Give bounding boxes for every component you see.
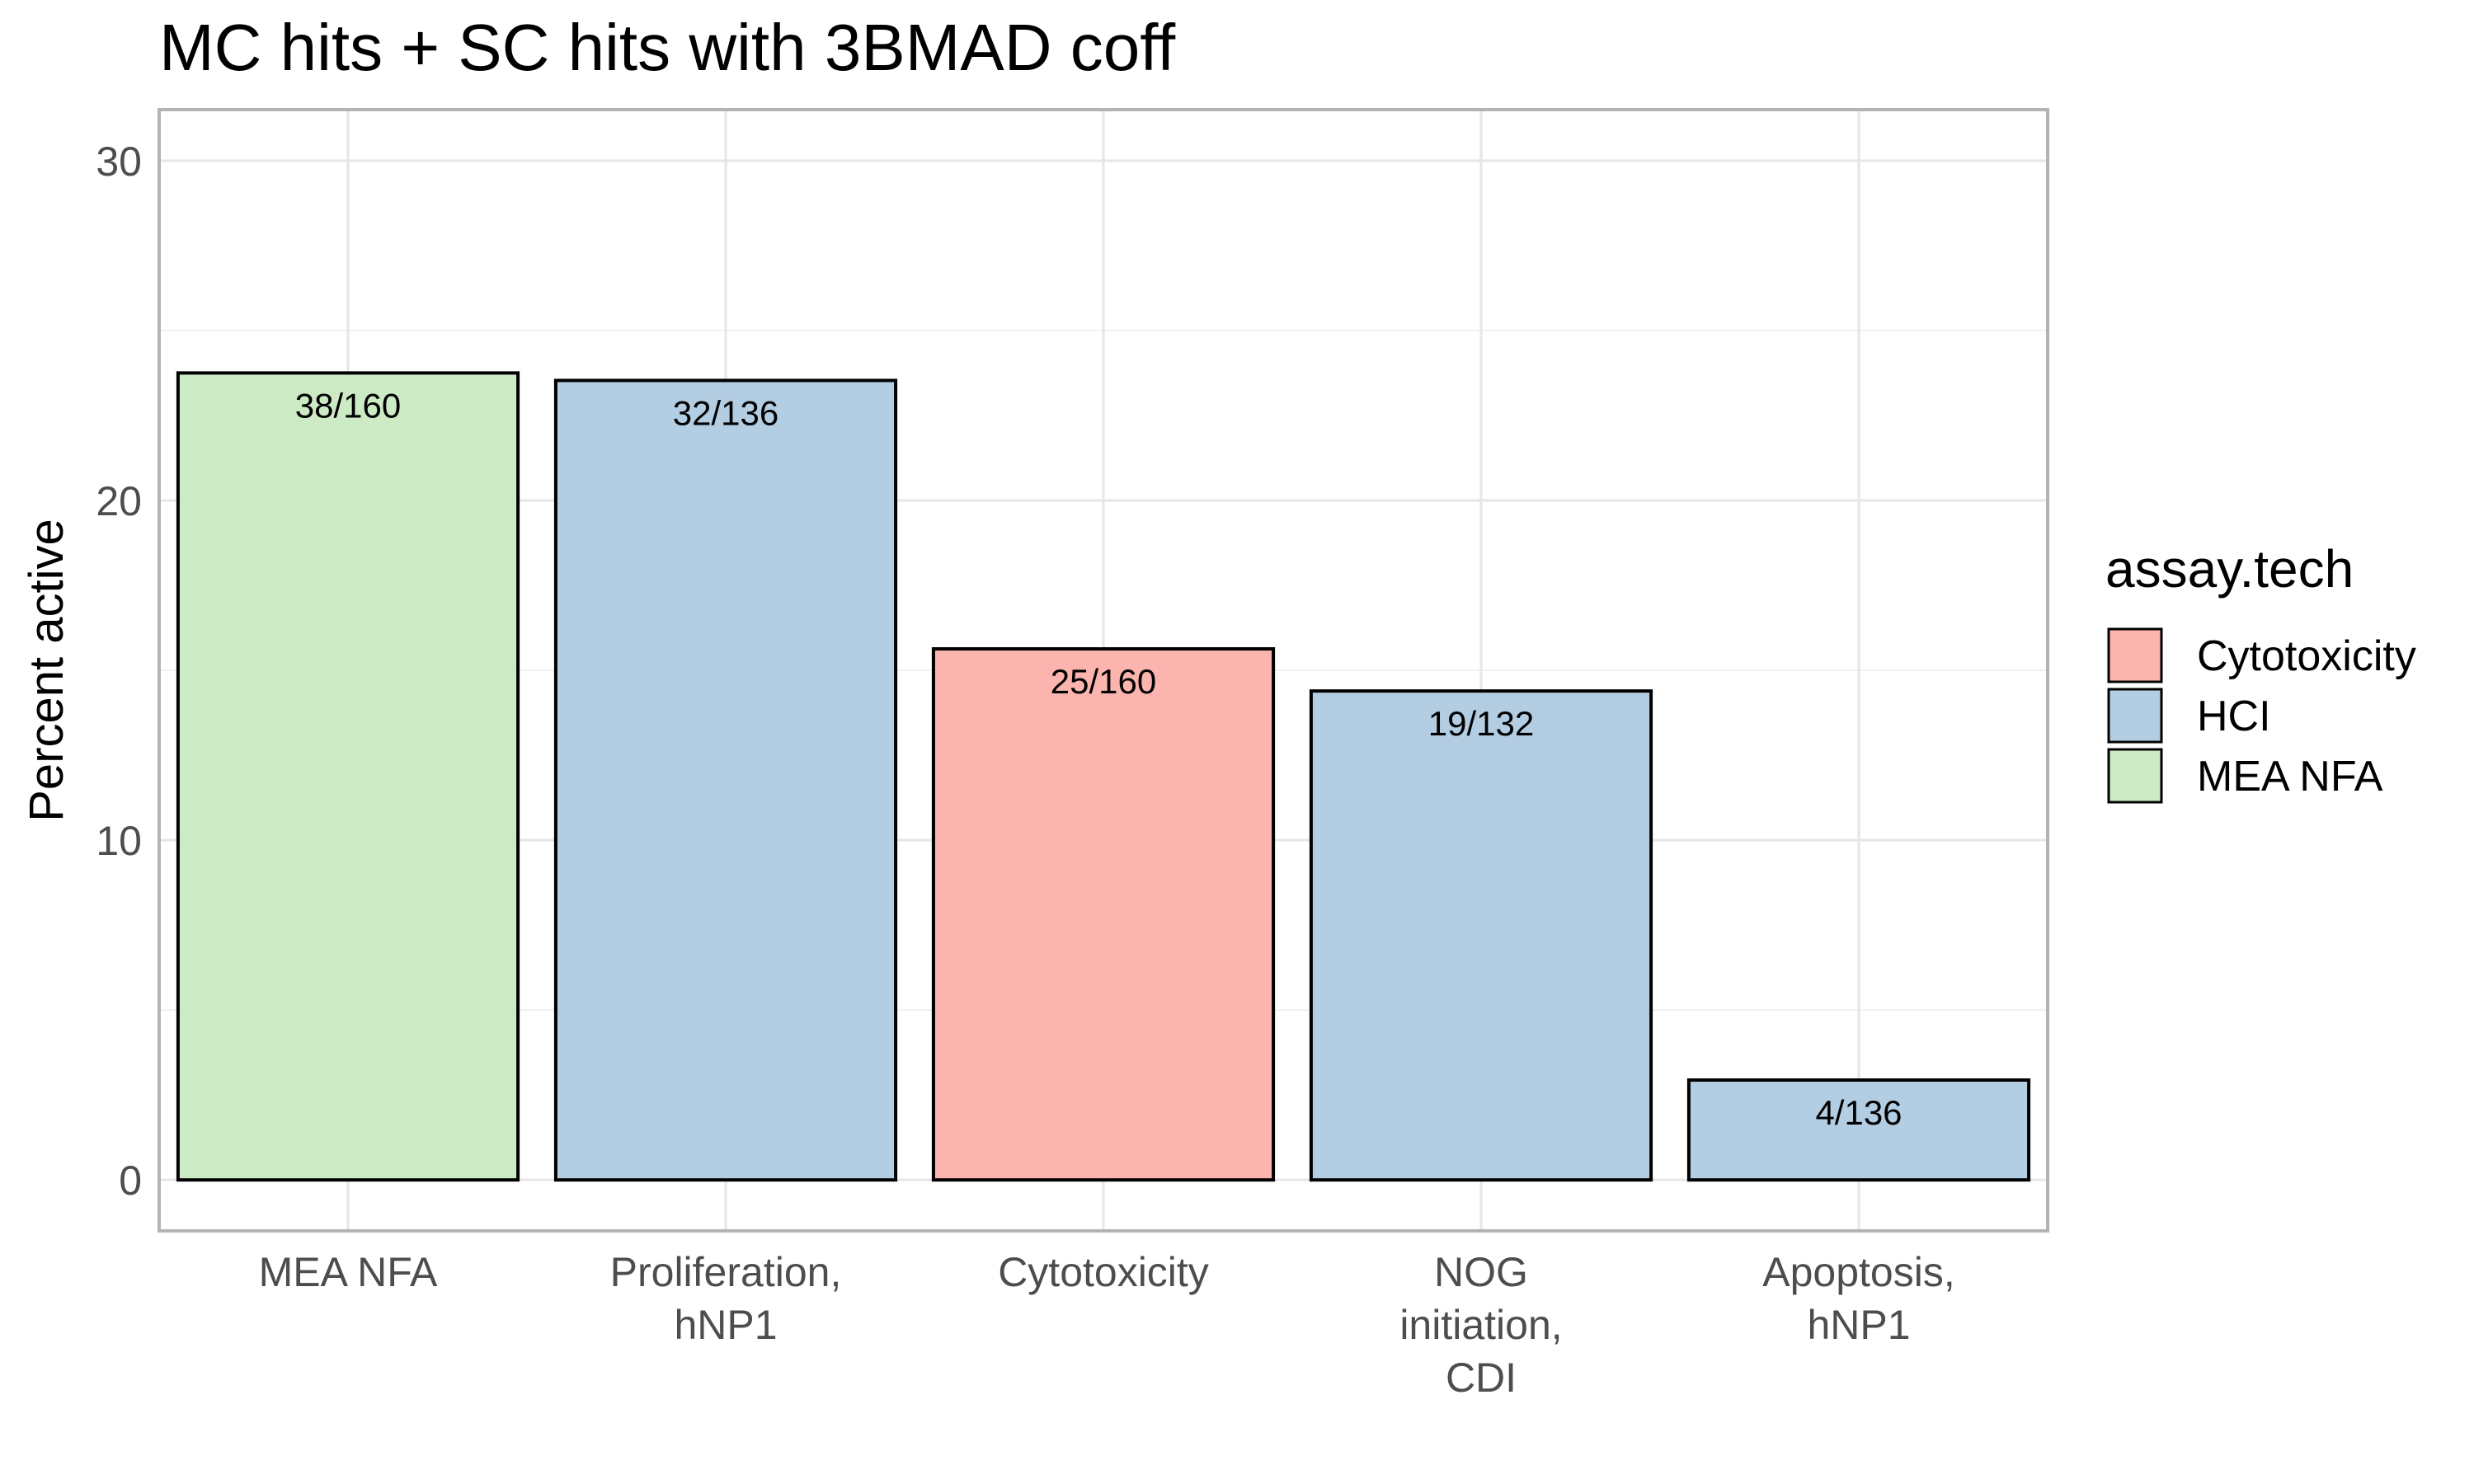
chart-title: MC hits + SC hits with 3BMAD coff [159, 11, 1176, 84]
legend-swatch [2107, 688, 2163, 744]
bar [1686, 1078, 2031, 1182]
bars [176, 371, 2031, 1182]
bar [1309, 689, 1653, 1182]
panel-border [158, 108, 2049, 1233]
x-tick-label: Proliferation, hNP1 [610, 1249, 842, 1348]
y-tick-label: 20 [96, 478, 142, 524]
bar [553, 378, 898, 1182]
bar [931, 647, 1276, 1182]
legend-entries: Cytotoxicity HCI MEA NFA [2107, 627, 2416, 804]
legend-label: HCI [2197, 693, 2271, 740]
y-tick-label: 10 [96, 818, 142, 864]
y-tick-label: 30 [96, 139, 142, 185]
y-axis-ticks: 0 10 20 30 [96, 139, 142, 1204]
y-axis-title: Percent active [20, 519, 73, 822]
bar-value-label: 19/132 [1428, 704, 1534, 743]
legend-label: Cytotoxicity [2197, 632, 2416, 680]
bar-value-label: 38/160 [295, 386, 401, 425]
x-tick-label: NOG initiation, CDI [1399, 1249, 1562, 1401]
x-axis-ticks: MEA NFA Proliferation, hNP1 Cytotoxicity NOG… [259, 1249, 1955, 1401]
legend: assay.tech Cytotoxicity HCI MEA NFA [2105, 539, 2416, 804]
bar-value-label: 4/136 [1815, 1093, 1902, 1132]
legend-label: MEA NFA [2197, 753, 2383, 801]
legend-swatch [2107, 748, 2163, 804]
x-tick-label: MEA NFA [259, 1249, 438, 1295]
y-tick-label: 0 [119, 1158, 142, 1204]
legend-title: assay.tech [2105, 539, 2354, 599]
bar-value-label: 25/160 [1051, 662, 1156, 701]
legend-swatch [2107, 627, 2163, 683]
bar-value-label: 32/136 [673, 393, 778, 432]
x-tick-label: Cytotoxicity [998, 1249, 1209, 1295]
bar [176, 371, 520, 1182]
bar-labels: 38/160 32/136 25/160 19/132 4/136 [295, 386, 1903, 1132]
x-tick-label: Apoptosis, hNP1 [1762, 1249, 1954, 1348]
